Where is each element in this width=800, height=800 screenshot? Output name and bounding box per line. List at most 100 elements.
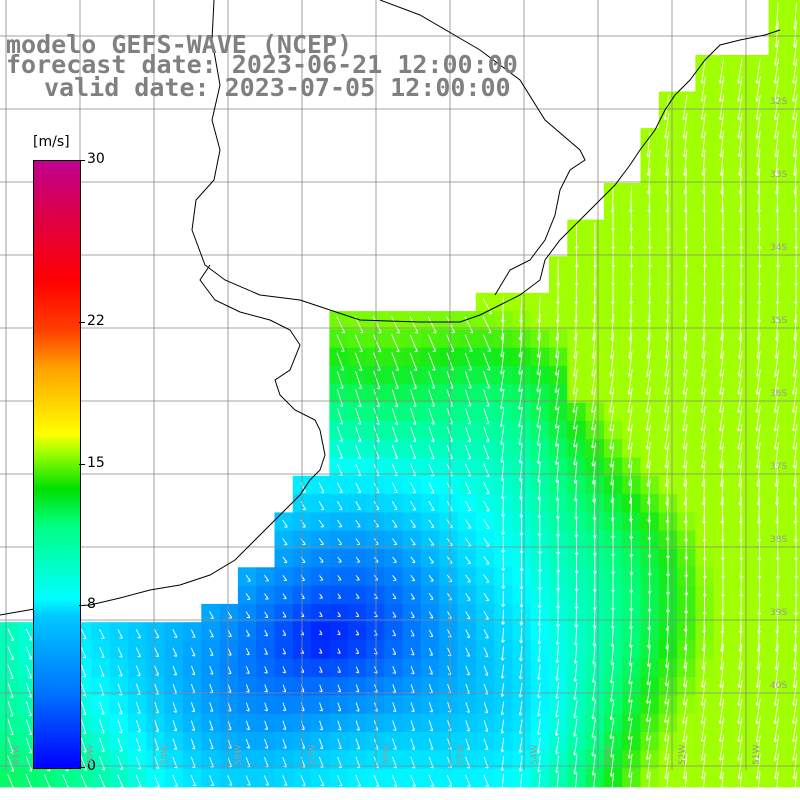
wind-arrow [609,369,615,395]
wind-arrow [627,442,633,469]
wind-arrow [336,370,344,390]
wind-arrow [627,405,633,432]
wind-arrow [519,572,524,590]
wind-arrow [664,369,670,395]
wind-arrow [465,592,471,601]
wind-arrow [755,76,761,102]
wind-arrow [554,369,560,393]
wind-arrow [7,737,14,754]
wind-arrow [483,629,489,639]
wind-arrow [392,556,397,563]
wind-arrow [556,590,560,609]
wind-cell [786,219,800,239]
wind-arrow [537,755,541,773]
wind-arrow [774,131,779,158]
wind-arrow [592,645,596,665]
wind-arrow [573,718,578,737]
wind-arrow [391,775,398,787]
wind-arrow [537,627,542,645]
wind-arrow [355,720,360,731]
wind-arrow [573,663,578,682]
wind-arrow [518,462,523,482]
wind-arrow [737,113,743,139]
wind-arrow [609,699,615,721]
wind-arrow [609,387,615,413]
wind-arrow [190,720,196,732]
wind-arrow [573,700,578,719]
wind-arrow [264,629,269,637]
wind-arrow [792,76,798,102]
wind-cell [786,201,800,221]
wind-arrow [392,593,397,600]
wind-arrow [483,352,491,371]
wind-arrow [25,646,33,660]
wind-arrow [609,405,615,432]
wind-arrow [410,574,416,582]
wind-arrow [645,424,651,450]
wind-arrow [80,665,87,678]
wind-arrow [153,774,160,788]
wind-arrow [718,94,725,121]
wind-arrow [355,370,362,390]
wind-arrow [609,681,615,702]
wind-arrow [282,738,287,749]
wind-arrow [591,754,596,776]
wind-arrow [428,720,434,732]
wind-arrow [682,113,688,139]
wind-arrow [555,755,560,774]
wind-arrow [609,772,615,796]
wind-arrow [627,717,633,740]
wind-arrow [409,370,417,390]
latitude-label: 36S [770,389,788,399]
wind-arrow [500,664,505,679]
wind-arrow [518,351,523,375]
wind-cell [786,183,800,202]
wind-arrow [282,775,288,786]
wind-arrow [700,76,706,102]
wind-arrow [117,629,123,639]
wind-arrow [773,369,780,395]
wind-arrow [774,350,779,377]
wind-arrow [590,406,597,431]
wind-arrow [428,574,434,582]
wind-arrow [465,445,472,460]
wind-arrow [355,684,360,693]
wind-arrow [464,371,472,389]
wind-arrow [336,352,345,371]
wind-arrow [465,738,470,751]
wind-arrow [319,556,324,563]
wind-arrow [373,389,380,408]
wind-arrow [337,720,342,731]
longitude-label: 59W [160,744,170,765]
wind-arrow [573,754,578,775]
wind-arrow [519,646,523,662]
wind-arrow [501,517,506,536]
wind-cell [786,329,800,349]
longitude-label: 60W [86,744,96,765]
wind-arrow [554,406,560,429]
wind-arrow [410,666,415,675]
wind-arrow [409,316,419,334]
wind-arrow [154,647,160,658]
wind-arrow [483,537,490,547]
wind-arrow [482,298,493,315]
wind-arrow [499,407,505,428]
wind-arrow [555,664,560,682]
wind-arrow [264,738,269,749]
wind-arrow [627,699,633,722]
wind-arrow [518,425,523,446]
wind-arrow [80,755,87,771]
wind-arrow [428,352,436,371]
wind-arrow [464,389,472,407]
wind-arrow [519,535,524,554]
wind-arrow [337,775,343,787]
wind-arrow [428,702,433,713]
wind-arrow [391,389,399,408]
wind-arrow [410,702,415,713]
wind-arrow [7,628,15,641]
wind-arrow [282,574,287,582]
wind-arrow [227,720,232,731]
wind-arrow [154,738,160,751]
wind-arrow [337,519,343,528]
